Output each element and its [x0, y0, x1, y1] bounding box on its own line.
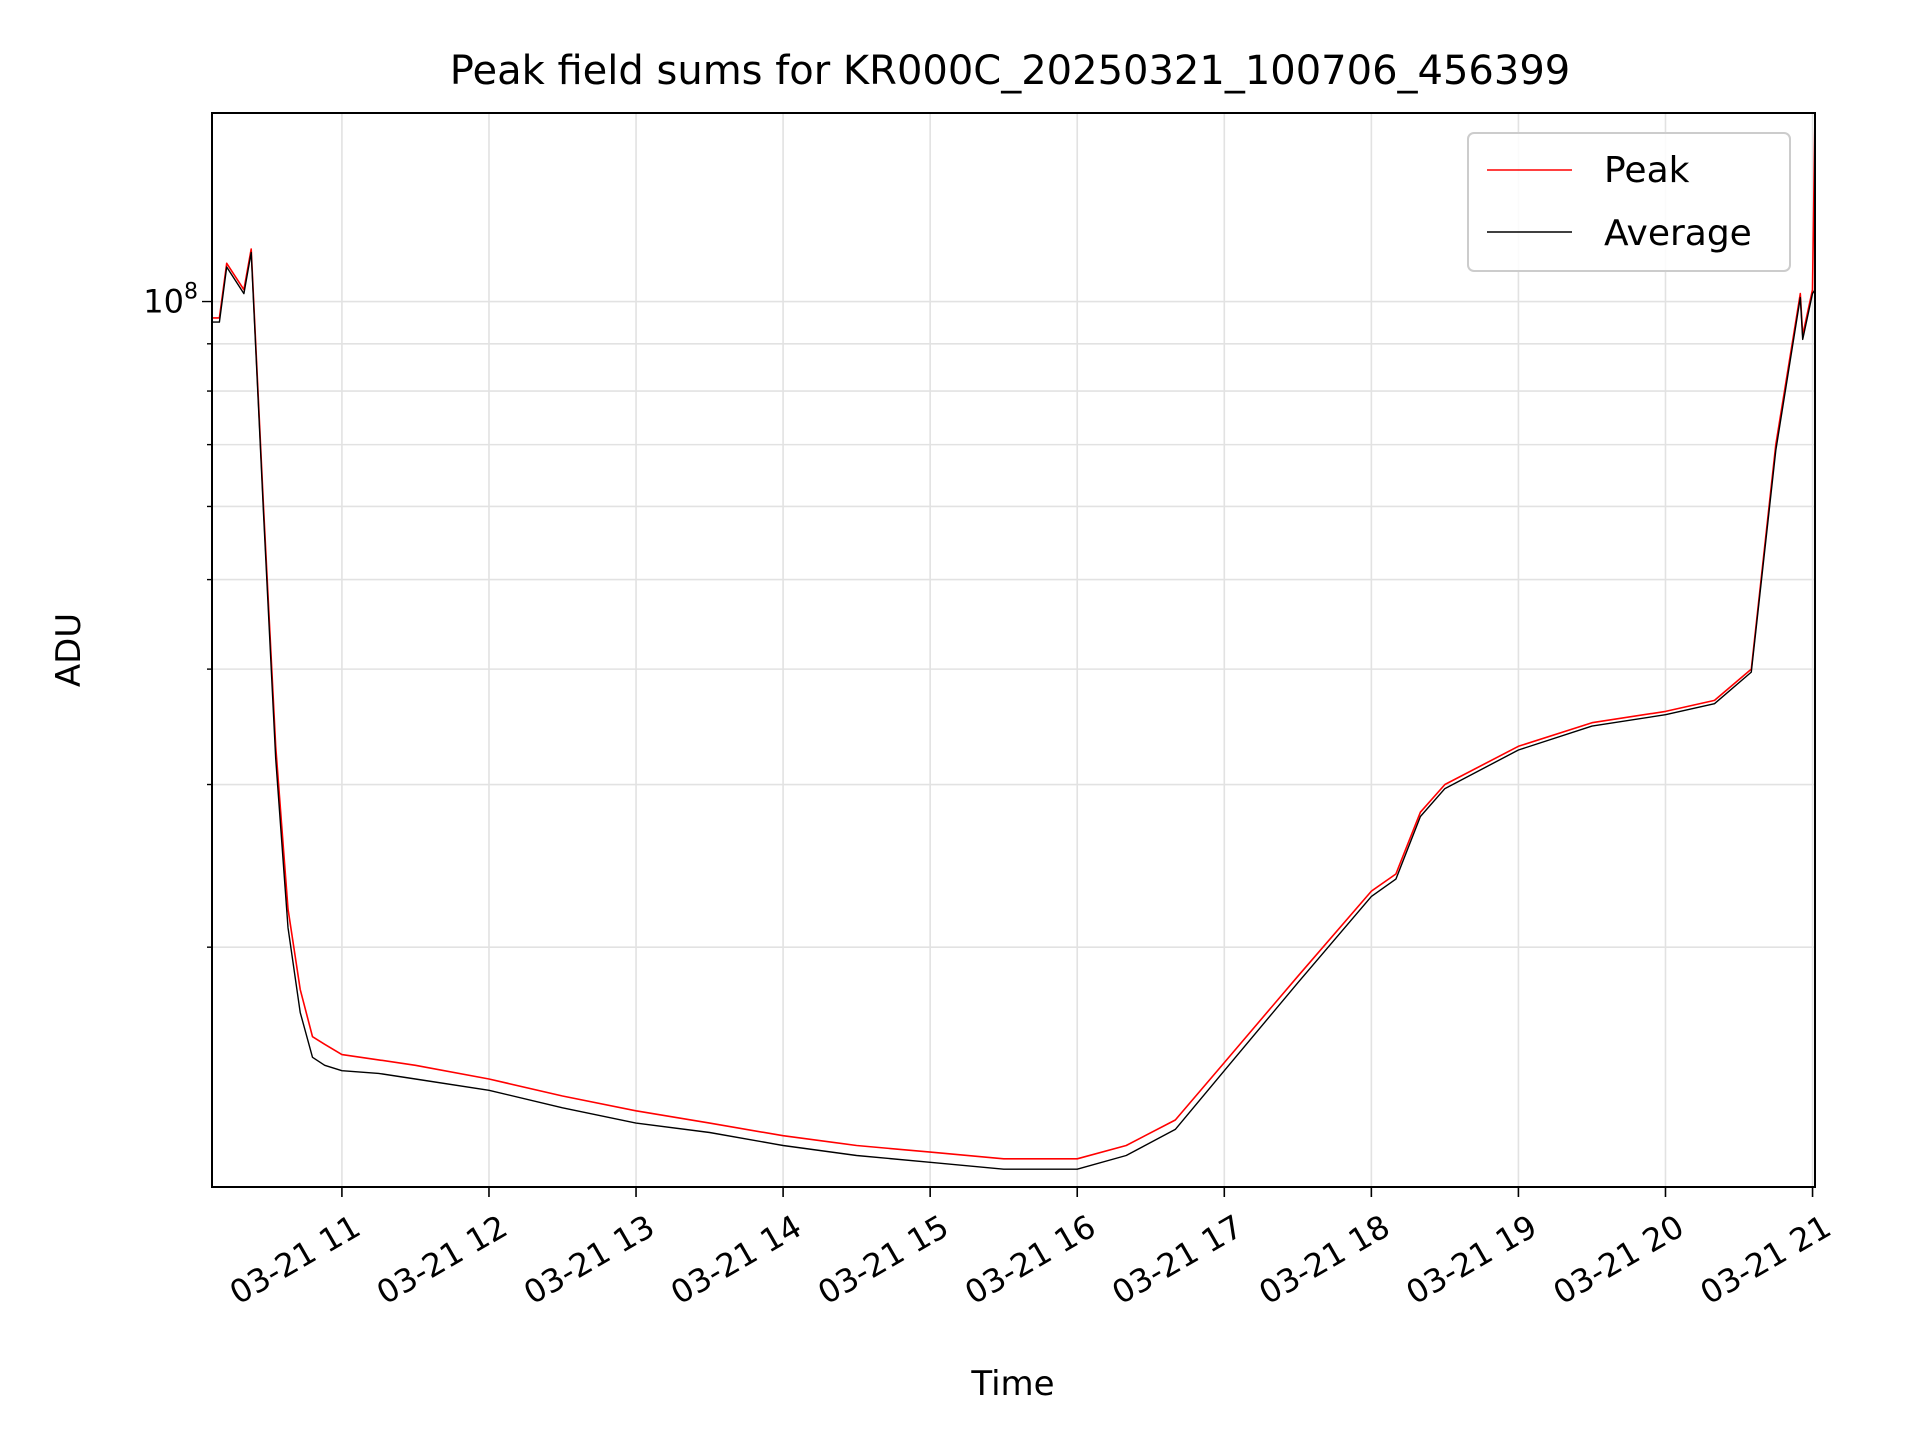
legend-label-average: Average: [1604, 213, 1752, 254]
y-tick-label: 108: [143, 280, 198, 321]
plot-frame: [211, 112, 1816, 1188]
grid: [212, 113, 1815, 1187]
y-axis-label: ADU: [49, 613, 89, 687]
legend-box: [1467, 132, 1791, 272]
x-tick-label: 03-21 12: [370, 1207, 514, 1312]
chart-title: Peak field sums for KR000C_20250321_1007…: [450, 48, 1570, 94]
x-tick-label: 03-21 15: [811, 1207, 955, 1312]
x-tick-label: 03-21 14: [664, 1207, 808, 1312]
series-line-peak: [212, 112, 1816, 1160]
legend-label-peak: Peak: [1604, 150, 1690, 191]
legend: Peak Average: [1467, 132, 1791, 272]
x-tick-label: 03-21 21: [1694, 1207, 1838, 1312]
x-tick-label: 03-21 20: [1547, 1207, 1691, 1312]
x-axis-label: Time: [970, 1364, 1054, 1404]
y-axis-ticks: 108: [143, 280, 212, 948]
x-tick-label: 03-21 18: [1253, 1207, 1397, 1312]
series-line-average: [212, 251, 1816, 1170]
x-axis-ticks: 03-21 11 03-21 12 03-21 13 03-21 14 03-21 15…: [223, 1187, 1837, 1312]
x-tick-label: 03-21 19: [1400, 1207, 1544, 1312]
x-tick-label: 03-21 17: [1105, 1207, 1249, 1312]
x-tick-label: 03-21 11: [223, 1207, 367, 1312]
x-tick-label: 03-21 16: [958, 1207, 1102, 1312]
series-lines: [212, 112, 1816, 1170]
x-tick-label: 03-21 13: [517, 1207, 661, 1312]
